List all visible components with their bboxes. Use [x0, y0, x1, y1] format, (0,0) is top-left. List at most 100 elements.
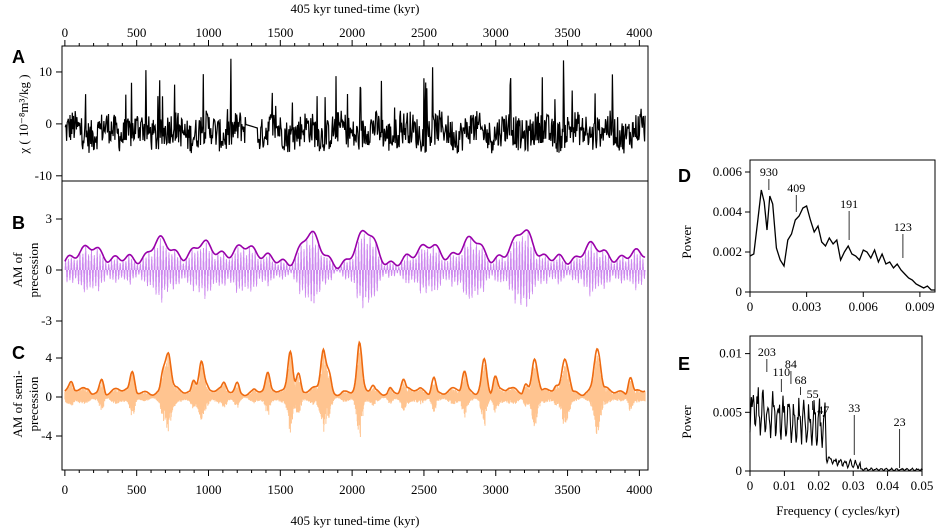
panel-b-series [64, 229, 646, 309]
top-x-tick-label: 2000 [339, 25, 365, 40]
bottom-x-tick-label: 3500 [555, 482, 581, 497]
panel-label-c: C [12, 343, 25, 363]
y-tick-label: 0.002 [713, 244, 742, 259]
top-x-tick-label: 2500 [411, 25, 437, 40]
top-x-tick-label: 500 [127, 25, 147, 40]
panel-label-d: D [678, 166, 691, 186]
panel-d-ylabel: Power [679, 225, 694, 259]
top-axis-label: 405 kyr tuned-time (kyr) [291, 1, 420, 16]
precession-series [64, 231, 646, 309]
panel-b-ylabel-line1: AM of [10, 252, 25, 288]
bottom-x-tick-label: 0 [62, 482, 69, 497]
panel-bc-frame [61, 180, 649, 471]
panel-c-series [64, 340, 646, 437]
panel-a-ylabel: χ ( 10⁻⁸m³/kg ) [16, 74, 31, 154]
panel-a-frame [61, 45, 649, 182]
y-tick-label: 3 [46, 211, 53, 226]
peak-label: 68 [795, 373, 807, 387]
bottom-x-tick-label: 1500 [267, 482, 293, 497]
x-tick-label: 0.03 [842, 478, 865, 493]
peak-label: 409 [787, 181, 805, 195]
peak-label: 930 [760, 165, 778, 179]
panel-e-frame [749, 335, 923, 472]
top-x-tick-label: 4000 [626, 25, 652, 40]
panel-label-e: E [678, 354, 690, 374]
x-tick-label: 0.006 [849, 299, 879, 314]
y-tick-label: -3 [41, 313, 52, 328]
panel-a-series [64, 58, 646, 154]
panel-b-ylabel-line2: precession [26, 242, 41, 297]
top-x-tick-label: 1500 [267, 25, 293, 40]
panel-d-frame [749, 159, 936, 293]
peak-label: 33 [848, 401, 860, 415]
x-tick-label: 0.04 [876, 478, 899, 493]
peak-label: 123 [894, 220, 912, 234]
bottom-axis-label: 405 kyr tuned-time (kyr) [291, 513, 420, 528]
x-tick-label: 0.009 [905, 299, 934, 314]
panel-label-b: B [12, 213, 25, 233]
bottom-x-tick-label: 3000 [483, 482, 509, 497]
y-tick-label: 0.004 [713, 204, 743, 219]
peak-label: 84 [785, 357, 797, 371]
peak-label: 203 [758, 345, 776, 359]
x-tick-label: 0.01 [773, 478, 796, 493]
panel-d-series: 930 409 191 123 [749, 165, 935, 291]
panel-e-ylabel: Power [679, 405, 694, 439]
bottom-x-tick-label: 4000 [626, 482, 652, 497]
panel-e-axes: 0 0.01 0.02 0.03 0.04 0.05 0 0.005 0.01 [713, 346, 934, 493]
panel-b: B AM of precession 3 0 -3 [10, 211, 646, 328]
y-tick-label: -10 [35, 168, 52, 183]
x-tick-label: 0.05 [911, 478, 934, 493]
bottom-x-tick-label: 2500 [411, 482, 437, 497]
top-x-ticks: 0 500 1000 1500 2000 2500 3000 3500 4000 [62, 25, 652, 46]
peak-label: 110 [773, 365, 791, 379]
panel-c-ylabel-line2: precession [26, 376, 41, 431]
panel-e-xlabel: Frequency ( cycles/kyr) [776, 503, 899, 518]
semi-precession-series [64, 346, 646, 437]
bottom-x-ticks: 0 500 1000 1500 2000 2500 3000 3500 4000 [62, 470, 652, 497]
y-tick-label: -4 [41, 428, 52, 443]
power-spectrum-line-d [749, 189, 935, 291]
peak-label: 191 [840, 197, 858, 211]
precession-envelope-line [64, 229, 646, 270]
x-tick-label: 0.003 [792, 299, 821, 314]
panel-label-a: A [12, 47, 25, 67]
semi-precession-envelope-line [64, 340, 646, 397]
y-tick-label: 0 [736, 284, 743, 299]
y-tick-label: 0 [46, 262, 53, 277]
y-tick-label: 0.005 [713, 404, 742, 419]
panel-a: 0 500 1000 1500 2000 2500 3000 3500 4000 405 kyr… [12, 1, 652, 183]
peak-label: 55 [807, 387, 819, 401]
bottom-x-tick-label: 1000 [196, 482, 222, 497]
bottom-x-tick-label: 2000 [339, 482, 365, 497]
panel-d-axes: 0 0.003 0.006 0.009 0 0.002 0.004 0.006 [713, 164, 935, 314]
top-x-tick-label: 3500 [555, 25, 581, 40]
panel-a-y-ticks: -10 0 10 [35, 64, 62, 183]
peak-label: 23 [894, 415, 906, 429]
x-tick-label: 0 [747, 299, 754, 314]
y-tick-label: 0 [46, 389, 53, 404]
y-tick-label: 0.006 [713, 164, 743, 179]
chi-series-line [64, 58, 646, 154]
y-tick-label: 0 [736, 463, 743, 478]
bottom-x-tick-label: 500 [127, 482, 147, 497]
panel-c-ylabel-line1: AM of semi- [10, 370, 25, 437]
panel-b-y-ticks: 3 0 -3 [41, 211, 62, 328]
x-tick-label: 0.02 [807, 478, 830, 493]
top-x-tick-label: 0 [62, 25, 69, 40]
top-x-tick-label: 1000 [196, 25, 222, 40]
power-spectrum-line-e [749, 387, 923, 472]
panel-d: D Power 0 0.003 0.006 0.009 0 0.002 0.004 0.006… [678, 159, 936, 314]
panel-c-y-ticks: 4 0 -4 [41, 350, 62, 443]
x-tick-label: 0 [747, 478, 754, 493]
peak-label: 47 [817, 403, 829, 417]
top-x-tick-label: 3000 [483, 25, 509, 40]
y-tick-label: 0.01 [719, 346, 742, 361]
panel-e: E Power Frequency ( cycles/kyr) 0 0.01 0.0… [678, 335, 934, 518]
y-tick-label: 0 [46, 116, 53, 131]
y-tick-label: 4 [46, 350, 53, 365]
y-tick-label: 10 [39, 64, 52, 79]
panel-c: C AM of semi- precession 4 0 -4 0 500 1000 15… [10, 180, 652, 528]
